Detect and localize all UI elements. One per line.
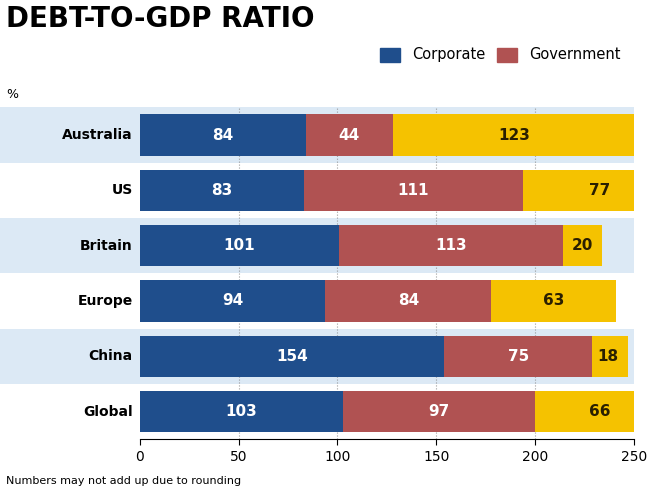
Bar bbox=[140, 280, 326, 322]
Bar bbox=[140, 336, 444, 377]
Bar bbox=[0, 163, 140, 218]
Bar bbox=[563, 225, 602, 266]
Bar bbox=[140, 218, 650, 273]
Bar bbox=[0, 328, 140, 384]
Text: 97: 97 bbox=[428, 404, 450, 419]
Text: 44: 44 bbox=[339, 127, 360, 142]
Bar bbox=[140, 328, 650, 384]
Bar bbox=[140, 384, 650, 439]
Legend: Corporate, Government: Corporate, Government bbox=[374, 41, 627, 68]
Text: %: % bbox=[6, 88, 18, 101]
Bar bbox=[306, 114, 393, 156]
Text: 123: 123 bbox=[499, 127, 530, 142]
Text: 20: 20 bbox=[572, 238, 593, 253]
Bar bbox=[0, 218, 140, 273]
Text: Europe: Europe bbox=[77, 294, 133, 308]
Bar bbox=[0, 107, 140, 163]
Bar bbox=[140, 225, 339, 266]
Bar bbox=[140, 163, 650, 218]
Text: Britain: Britain bbox=[80, 239, 133, 253]
Bar bbox=[393, 114, 636, 156]
Text: 84: 84 bbox=[398, 293, 419, 308]
Text: 103: 103 bbox=[226, 404, 257, 419]
Text: 113: 113 bbox=[435, 238, 467, 253]
Text: 154: 154 bbox=[276, 349, 308, 364]
Text: Numbers may not add up due to rounding: Numbers may not add up due to rounding bbox=[6, 476, 242, 486]
Bar bbox=[140, 114, 306, 156]
Text: DEBT-TO-GDP RATIO: DEBT-TO-GDP RATIO bbox=[6, 5, 315, 33]
Text: 84: 84 bbox=[212, 127, 233, 142]
Bar bbox=[535, 391, 650, 432]
Text: China: China bbox=[88, 349, 133, 363]
Bar bbox=[140, 273, 650, 328]
Text: 111: 111 bbox=[398, 183, 429, 198]
Text: 66: 66 bbox=[590, 404, 611, 419]
Text: 63: 63 bbox=[543, 293, 564, 308]
Bar bbox=[140, 170, 304, 211]
Bar bbox=[0, 273, 140, 328]
Bar bbox=[592, 336, 628, 377]
Text: 18: 18 bbox=[597, 349, 619, 364]
Bar bbox=[0, 384, 140, 439]
Text: Australia: Australia bbox=[62, 128, 133, 142]
Text: 101: 101 bbox=[224, 238, 255, 253]
Text: 94: 94 bbox=[222, 293, 243, 308]
Bar bbox=[523, 170, 650, 211]
Bar bbox=[339, 225, 563, 266]
Bar bbox=[343, 391, 535, 432]
Text: US: US bbox=[112, 183, 133, 197]
Bar bbox=[140, 107, 650, 163]
Text: 75: 75 bbox=[508, 349, 529, 364]
Bar bbox=[326, 280, 491, 322]
Bar bbox=[140, 391, 343, 432]
Text: 83: 83 bbox=[211, 183, 233, 198]
Bar bbox=[304, 170, 523, 211]
Text: 77: 77 bbox=[588, 183, 610, 198]
Text: Global: Global bbox=[83, 405, 133, 419]
Bar bbox=[444, 336, 592, 377]
Bar bbox=[491, 280, 616, 322]
